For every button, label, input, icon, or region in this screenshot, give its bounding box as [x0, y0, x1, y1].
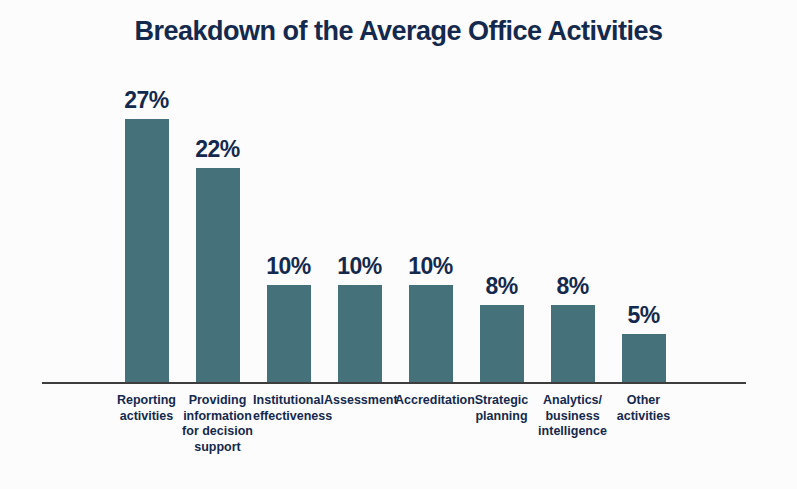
bar-analytics- — [551, 305, 595, 383]
value-label: 10% — [408, 255, 453, 278]
value-label: 22% — [195, 138, 240, 161]
value-label: 10% — [266, 255, 311, 278]
bar-assessment — [338, 285, 382, 383]
bar-chart-figure: Breakdown of the Average Office Activiti… — [0, 0, 797, 489]
x-axis-label-accreditation: Accreditation — [395, 393, 466, 456]
x-axis-label-strategic: Strategic planning — [466, 393, 537, 456]
x-axis-label-assessment: Assessment — [324, 393, 395, 456]
bar-column-institutional: 10% — [253, 255, 324, 383]
bar-column-accreditation: 10% — [395, 255, 466, 383]
bar-column-reporting: 27% — [111, 89, 182, 383]
bar-reporting — [125, 119, 169, 383]
bars-area: 27% 22% 10% 10% 10% 8% 8% 5% — [111, 0, 679, 383]
value-label: 27% — [124, 89, 169, 112]
x-axis-line — [42, 382, 746, 384]
x-axis-label-providing: Providing information for decision suppo… — [182, 393, 253, 456]
bar-providing — [196, 168, 240, 383]
x-axis-label-reporting: Reporting activities — [111, 393, 182, 456]
bar-column-strategic: 8% — [466, 275, 537, 383]
x-axis-label-analytics-: Analytics/ business intelligence — [537, 393, 608, 456]
bar-column-other: 5% — [608, 304, 679, 383]
value-label: 10% — [337, 255, 382, 278]
bar-column-providing: 22% — [182, 138, 253, 383]
bar-institutional — [267, 285, 311, 383]
x-axis-labels: Reporting activitiesProviding informatio… — [111, 393, 679, 456]
value-label: 8% — [485, 275, 517, 298]
bar-other — [622, 334, 666, 383]
value-label: 8% — [556, 275, 588, 298]
bar-column-assessment: 10% — [324, 255, 395, 383]
bar-strategic — [480, 305, 524, 383]
x-axis-label-other: Other activities — [608, 393, 679, 456]
value-label: 5% — [627, 304, 659, 327]
x-axis-label-institutional: Institutional effectiveness — [253, 393, 324, 456]
bar-column-analytics-: 8% — [537, 275, 608, 383]
bar-accreditation — [409, 285, 453, 383]
